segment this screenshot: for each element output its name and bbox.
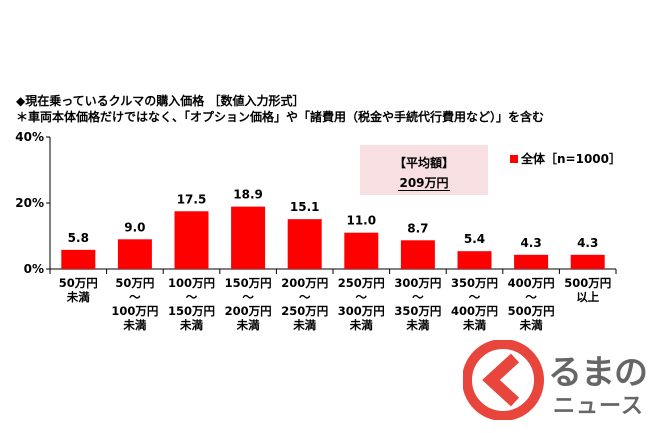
data-label: 17.5 (177, 192, 207, 206)
data-label: 4.3 (520, 236, 541, 250)
x-tick-label: 500万円 (508, 304, 555, 318)
x-tick-label: 400万円 (508, 276, 555, 290)
x-tick-label: 未満 (66, 290, 90, 304)
x-tick-label: ～ (299, 290, 311, 304)
x-tick-label: 50万円 (59, 276, 98, 290)
x-tick-label: 200万円 (225, 304, 272, 318)
data-label: 8.7 (407, 221, 428, 235)
x-tick-label: 以上 (576, 290, 599, 304)
x-tick-label: 100万円 (168, 276, 215, 290)
x-tick-label: 350万円 (394, 304, 441, 318)
bar (231, 206, 266, 269)
x-tick-label: 未満 (292, 318, 316, 332)
x-tick-label: 250万円 (281, 304, 328, 318)
x-tick-label: 250万円 (338, 276, 385, 290)
bar (400, 240, 435, 269)
bar (61, 249, 96, 269)
x-tick-label: 300万円 (394, 276, 441, 290)
x-tick-label: ～ (412, 290, 424, 304)
data-label: 11.0 (346, 214, 376, 228)
x-tick-label: 300万円 (338, 304, 385, 318)
average-box: 【平均額】 209万円 (360, 145, 488, 195)
chart-subtitle: ＊車両本体価格だけではなく、「オプション価格」や「諸費用（税金や手続代行費用など… (16, 110, 545, 124)
data-label: 15.1 (290, 200, 320, 214)
y-tick-label: 20% (15, 196, 44, 210)
bar (457, 251, 492, 269)
x-tick-label: 100万円 (111, 304, 158, 318)
data-label: 9.0 (124, 220, 145, 234)
x-tick-label: ～ (129, 290, 141, 304)
x-tick-label: 未満 (179, 318, 203, 332)
bar (174, 211, 209, 269)
x-tick-label: 未満 (349, 318, 373, 332)
bar (287, 219, 322, 269)
legend-label: 全体［n=1000］ (521, 152, 621, 166)
chart-labels: 5.850万円未満9.050万円～100万円未満17.5100万円～150万円未… (59, 188, 611, 332)
x-tick-label: ～ (242, 290, 254, 304)
bar (514, 254, 549, 269)
x-tick-label: ～ (469, 290, 481, 304)
x-tick-label: 500万円 (564, 276, 611, 290)
x-tick-label: ～ (356, 290, 368, 304)
average-value: 209万円 (398, 176, 450, 191)
x-tick-label: 200万円 (281, 276, 328, 290)
data-label: 18.9 (233, 188, 263, 202)
x-tick-label: 350万円 (451, 276, 498, 290)
x-tick-label: 未満 (462, 318, 486, 332)
x-tick-label: 未満 (405, 318, 429, 332)
x-tick-label: 50万円 (115, 276, 154, 290)
x-tick-label: ～ (525, 290, 537, 304)
bar (344, 232, 379, 269)
x-tick-label: 未満 (519, 318, 543, 332)
chart-title: ◆現在乗っているクルマの購入価格 ［数値入力形式］ (16, 94, 305, 108)
data-label: 4.3 (577, 236, 598, 250)
average-label: 【平均額】 (393, 156, 454, 170)
x-tick-label: 未満 (236, 318, 260, 332)
x-tick-label: 150万円 (225, 276, 272, 290)
bar (117, 239, 152, 269)
data-label: 5.8 (68, 231, 89, 245)
legend-swatch (510, 154, 518, 163)
y-tick-label: 40% (15, 130, 44, 144)
x-tick-label: ～ (186, 290, 198, 304)
logo-text-top: るまの (548, 353, 648, 393)
bar (570, 254, 605, 269)
x-tick-label: 400万円 (451, 304, 498, 318)
data-label: 5.4 (464, 232, 485, 246)
logo-circle-chevron-icon (463, 340, 544, 420)
logo-text-bottom: ニュース (553, 394, 644, 419)
x-tick-label: 150万円 (168, 304, 215, 318)
y-tick-label: 0% (24, 262, 44, 276)
x-tick-label: 未満 (122, 318, 146, 332)
chart-bars (61, 206, 605, 269)
legend: 全体［n=1000］ (510, 150, 621, 167)
